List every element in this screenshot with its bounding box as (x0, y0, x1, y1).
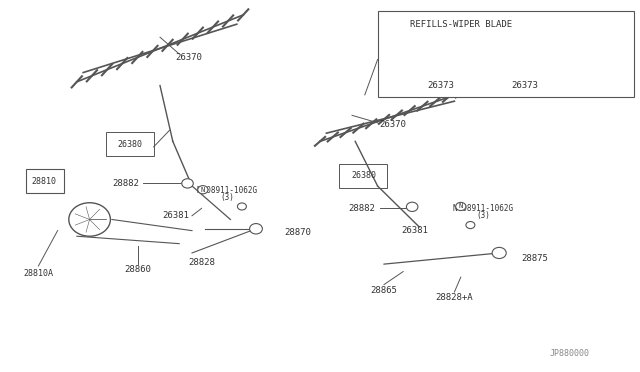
Text: 26380: 26380 (351, 171, 376, 180)
Text: JP880000: JP880000 (550, 349, 589, 358)
Text: REFILLS-WIPER BLADE: REFILLS-WIPER BLADE (410, 20, 512, 29)
Text: (3): (3) (476, 211, 490, 220)
Bar (339, 164, 387, 188)
Text: 26370: 26370 (380, 120, 406, 129)
Ellipse shape (456, 202, 466, 211)
Text: N 08911-1062G: N 08911-1062G (197, 186, 257, 195)
Text: 26381: 26381 (163, 211, 189, 220)
Text: 28828: 28828 (188, 258, 215, 267)
Text: 28860: 28860 (124, 265, 151, 274)
Text: 28882: 28882 (348, 204, 375, 213)
Text: 28810: 28810 (31, 177, 56, 186)
Text: 28875: 28875 (522, 254, 548, 263)
Ellipse shape (406, 202, 418, 211)
Ellipse shape (182, 179, 193, 188)
Ellipse shape (237, 203, 246, 210)
Text: (3): (3) (220, 193, 234, 202)
Bar (106, 132, 154, 156)
Bar (26, 169, 64, 193)
Text: 26370: 26370 (175, 53, 202, 62)
Ellipse shape (198, 186, 208, 194)
Ellipse shape (466, 221, 475, 228)
Ellipse shape (492, 247, 506, 259)
Text: 28882: 28882 (113, 179, 140, 187)
Text: 26373: 26373 (511, 81, 538, 90)
Text: 28865: 28865 (371, 286, 397, 295)
Ellipse shape (69, 203, 111, 236)
Text: 26381: 26381 (401, 226, 428, 235)
Bar (378, 11, 634, 97)
Text: 28828+A: 28828+A (436, 293, 473, 302)
Text: N: N (459, 203, 463, 209)
Text: 28870: 28870 (285, 228, 312, 237)
Text: 28810A: 28810A (24, 269, 53, 278)
Text: 26373: 26373 (427, 81, 454, 90)
Text: N 08911-1062G: N 08911-1062G (453, 204, 513, 213)
Text: 26380: 26380 (117, 140, 143, 149)
Text: N: N (201, 187, 205, 193)
Ellipse shape (250, 224, 262, 234)
